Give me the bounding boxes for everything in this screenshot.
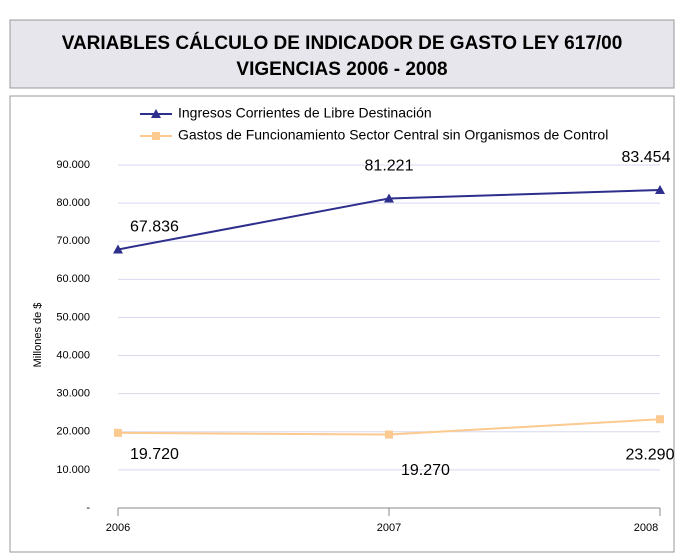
data-label: 23.290 — [626, 446, 675, 463]
chart-box — [9, 95, 675, 553]
legend-label: Ingresos Corrientes de Libre Destinación — [178, 105, 432, 121]
data-label: 83.454 — [622, 149, 671, 166]
legend-label: Gastos de Funcionamiento Sector Central … — [178, 127, 608, 143]
marker — [385, 430, 393, 439]
x-tick-label: 2007 — [377, 522, 401, 534]
marker — [152, 132, 160, 140]
marker — [151, 109, 161, 118]
y-tick-label: 70.000 — [56, 235, 90, 247]
y-tick-label: 50.000 — [56, 311, 90, 323]
marker — [656, 415, 664, 424]
title-box — [9, 19, 675, 89]
y-tick-label: 90.000 — [56, 159, 90, 171]
chart-subtitle: VIGENCIAS 2006 - 2008 — [236, 59, 447, 80]
y-tick-label: 20.000 — [56, 426, 90, 438]
y-tick-label: 80.000 — [56, 197, 90, 209]
y-tick-label: 60.000 — [56, 273, 90, 285]
data-label: 67.836 — [130, 219, 179, 236]
y-axis-label: Millones de $ — [32, 303, 44, 368]
y-tick-label: 10.000 — [56, 464, 90, 476]
marker — [114, 428, 122, 437]
chart-title: VARIABLES CÁLCULO DE INDICADOR DE GASTO … — [62, 32, 623, 54]
marker — [655, 184, 665, 194]
data-label: 19.270 — [401, 462, 450, 479]
y-tick-label: 40.000 — [56, 349, 90, 361]
marker — [113, 244, 123, 254]
x-tick-label: 2006 — [106, 522, 130, 534]
data-label: 81.221 — [365, 158, 414, 175]
y-tick-label: 30.000 — [56, 388, 90, 400]
x-tick-label: 2008 — [634, 522, 658, 534]
marker — [384, 193, 394, 203]
y-tick-label: - — [86, 502, 90, 514]
data-label: 19.720 — [130, 446, 179, 463]
